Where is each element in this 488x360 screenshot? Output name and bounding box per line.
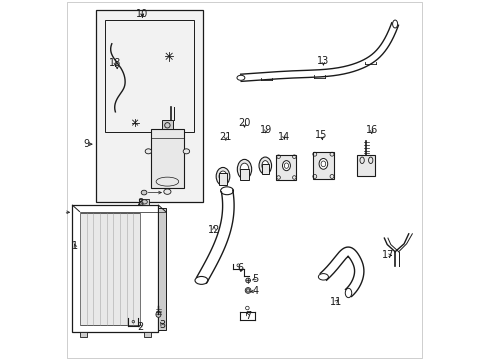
Ellipse shape [359, 157, 364, 163]
Ellipse shape [237, 159, 251, 179]
Text: 11: 11 [329, 297, 342, 307]
Text: 20: 20 [238, 118, 250, 128]
Bar [276, 155, 296, 180]
Ellipse shape [219, 171, 226, 182]
Ellipse shape [262, 161, 268, 171]
Bar [80, 213, 140, 324]
Ellipse shape [368, 157, 372, 163]
Bar [144, 332, 151, 337]
Text: 7: 7 [244, 311, 251, 321]
Bar [261, 164, 268, 174]
Text: 13: 13 [317, 56, 329, 66]
Text: 14: 14 [277, 132, 289, 142]
Ellipse shape [163, 189, 171, 194]
Text: 15: 15 [315, 130, 327, 140]
Bar [96, 10, 203, 202]
Bar [162, 120, 172, 129]
Ellipse shape [141, 200, 147, 204]
Text: 12: 12 [207, 225, 220, 235]
Bar [312, 152, 333, 179]
Ellipse shape [216, 167, 229, 185]
Ellipse shape [240, 163, 248, 175]
Bar [72, 205, 158, 332]
Text: 4: 4 [252, 286, 258, 296]
Ellipse shape [156, 312, 161, 318]
Text: 10: 10 [136, 9, 148, 19]
Text: 8: 8 [137, 198, 143, 208]
Ellipse shape [164, 123, 170, 128]
Bar [357, 155, 375, 176]
Text: 17: 17 [381, 250, 393, 260]
Ellipse shape [319, 158, 327, 169]
Text: 5: 5 [252, 274, 258, 284]
Text: 16: 16 [365, 125, 377, 135]
Text: 2: 2 [137, 322, 143, 332]
Text: 21: 21 [219, 132, 232, 142]
Ellipse shape [282, 161, 290, 171]
Ellipse shape [244, 288, 250, 293]
Ellipse shape [183, 149, 189, 154]
Bar [104, 21, 194, 132]
Ellipse shape [145, 149, 151, 154]
Ellipse shape [245, 278, 250, 283]
Ellipse shape [141, 190, 147, 195]
Bar [139, 199, 149, 205]
Text: 19: 19 [259, 125, 272, 135]
Bar [158, 208, 166, 329]
Text: 3: 3 [159, 320, 165, 330]
Text: 9: 9 [83, 139, 89, 149]
Ellipse shape [259, 157, 271, 174]
Bar [151, 129, 183, 188]
Bar [80, 332, 86, 337]
Text: 18: 18 [109, 58, 122, 68]
Bar [239, 169, 249, 180]
Text: 1: 1 [72, 241, 78, 251]
Text: 6: 6 [237, 263, 244, 273]
Bar [218, 173, 227, 185]
